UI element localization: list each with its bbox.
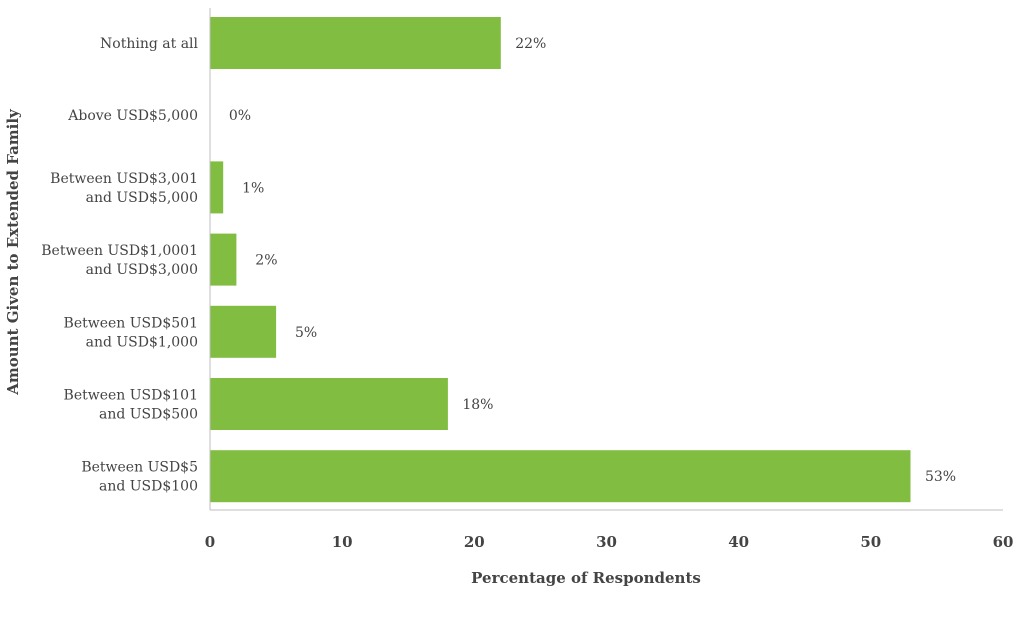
category-label: Between USD$501 and USD$1,000: [64, 315, 198, 350]
x-tick-labels: 0 10 20 30 40 50 60: [205, 533, 1014, 551]
x-tick-label: 60: [993, 533, 1014, 551]
category-label: Between USD$5 and USD$100: [81, 460, 198, 495]
y-axis-title: Amount Given to Extended Family: [4, 108, 22, 396]
x-tick-label: 30: [596, 533, 617, 551]
category-labels: Nothing at all Above USD$5,000 Between USD…: [41, 36, 198, 495]
value-label: 2%: [255, 253, 277, 269]
bars-layer: [210, 17, 911, 503]
bar: [210, 233, 237, 286]
bar: [210, 305, 277, 358]
value-label: 1%: [242, 180, 264, 196]
value-label: 53%: [925, 469, 956, 485]
x-tick-label: 0: [205, 533, 215, 551]
bar: [210, 17, 501, 69]
category-label: Above USD$5,000: [67, 108, 198, 124]
category-label: Between USD$3,001 and USD$5,000: [50, 171, 198, 206]
x-tick-label: 40: [728, 533, 749, 551]
category-label: Nothing at all: [100, 36, 198, 52]
category-label: Between USD$101 and USD$500: [64, 388, 198, 423]
x-tick-label: 20: [464, 533, 485, 551]
x-tick-label: 10: [332, 533, 353, 551]
value-label: 5%: [295, 325, 317, 341]
value-label: 22%: [515, 36, 546, 52]
x-axis-title: Percentage of Respondents: [471, 569, 701, 587]
bar: [210, 161, 224, 214]
bar: [210, 378, 448, 430]
value-labels: 22% 0% 1% 2% 5% 18% 53%: [229, 36, 956, 485]
axes-layer: [209, 8, 1003, 511]
value-label: 0%: [229, 108, 251, 124]
x-tick-label: 50: [860, 533, 881, 551]
bar: [210, 450, 911, 503]
category-label: Between USD$1,0001 and USD$3,000: [41, 243, 198, 278]
value-label: 18%: [462, 397, 493, 413]
